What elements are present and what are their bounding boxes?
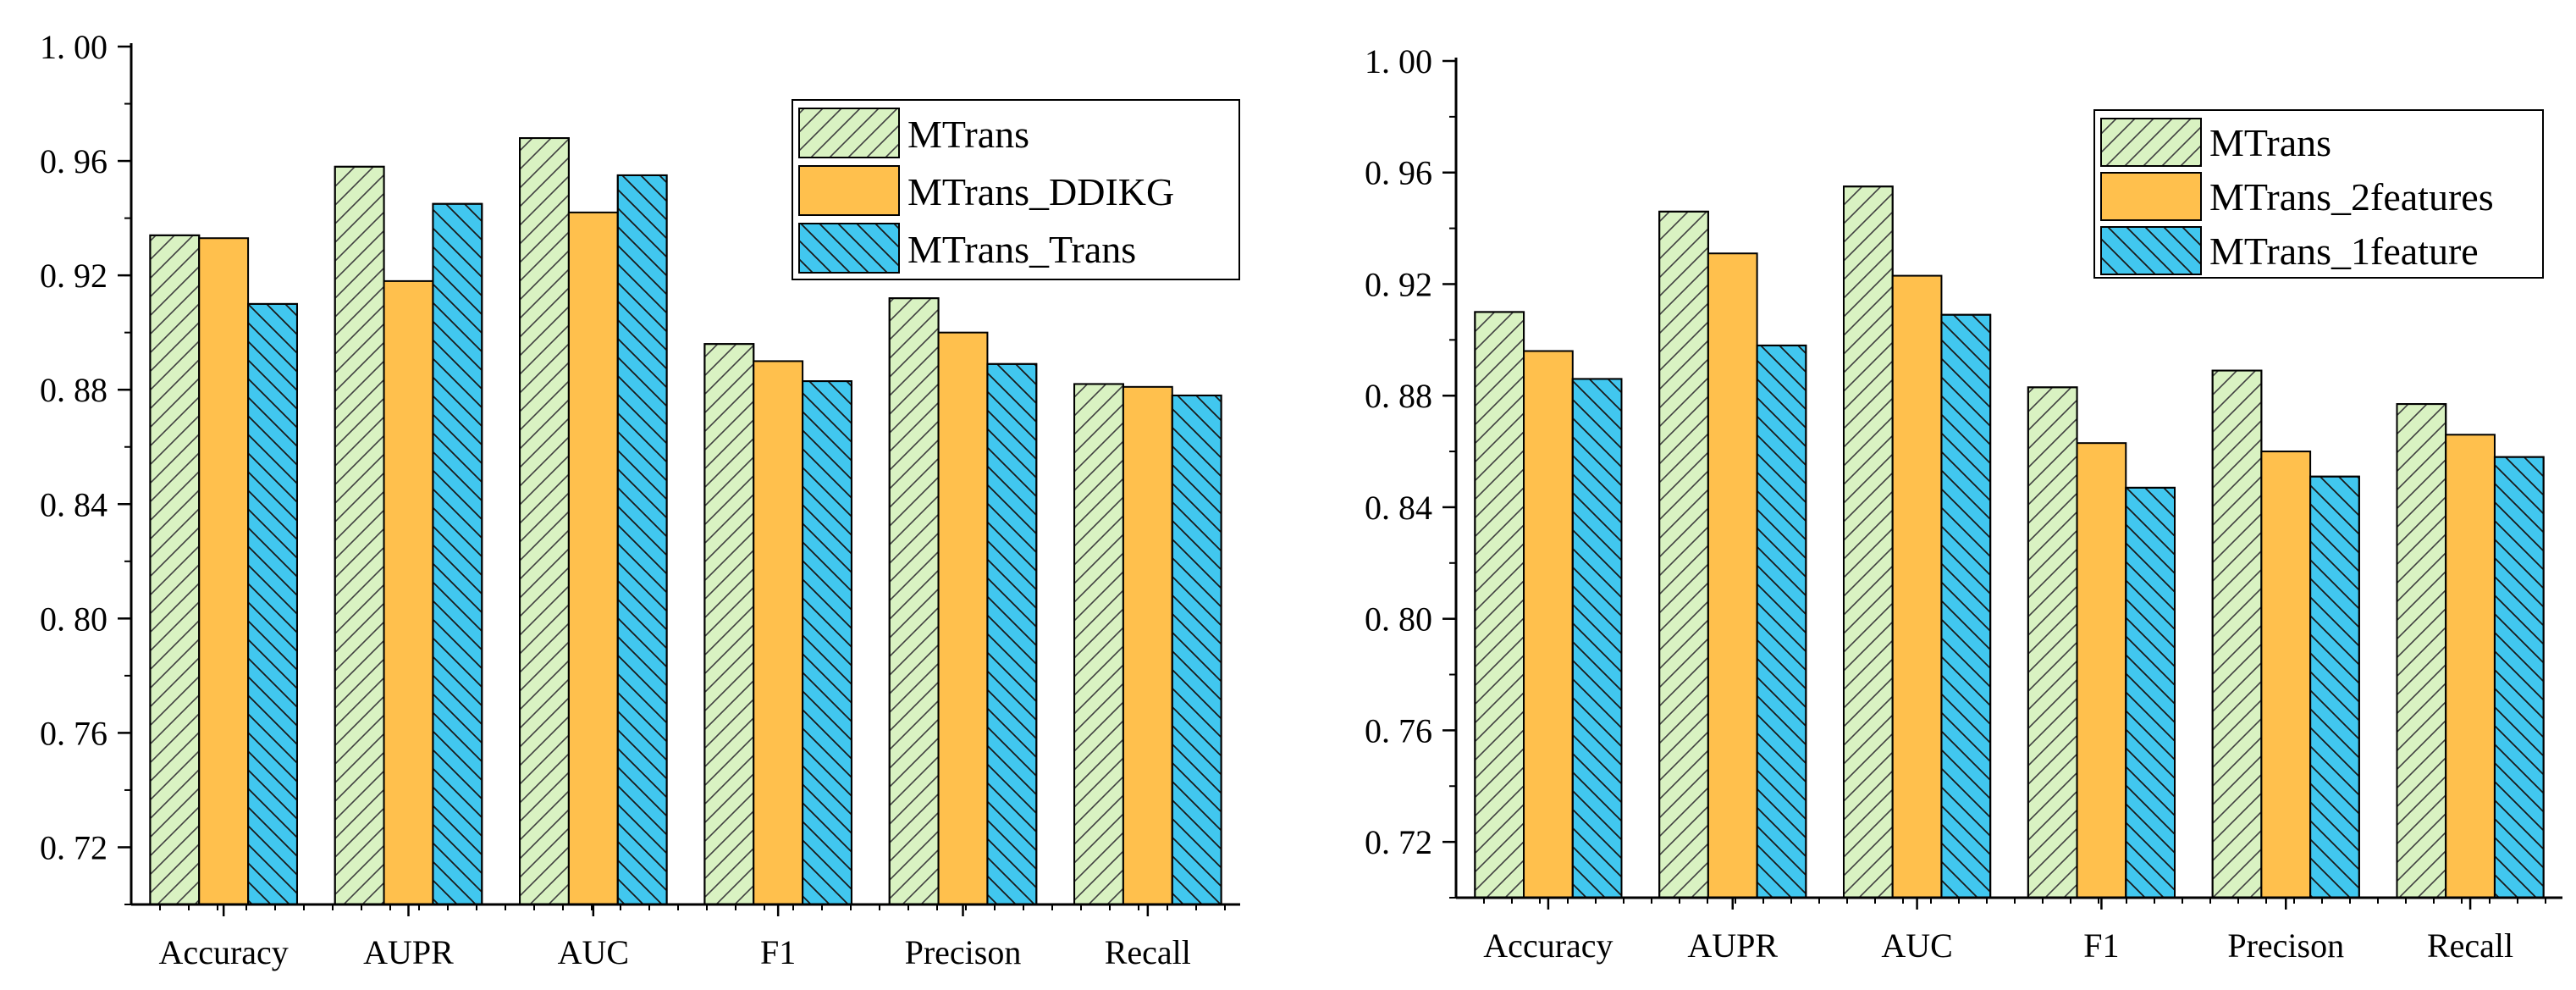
y-tick-label: 0. 72 xyxy=(40,828,108,866)
y-tick-label: 0. 72 xyxy=(1365,823,1432,861)
bar-hatch-mtrans-trans-recall xyxy=(1171,394,1222,906)
bar-hatch-mtrans-1feature-accuracy xyxy=(1571,378,1623,899)
bar-hatch-mtrans-trans-precison xyxy=(986,362,1038,905)
chart-right: Accuracy AUPR AUC F1 Precison Recall 0. 72 0. 7… xyxy=(1365,42,2562,965)
bar-hatch-mtrans-accuracy xyxy=(149,234,201,905)
legend-swatch-hatch xyxy=(2100,226,2202,275)
bar-mtrans-2features-precison xyxy=(2260,451,2312,899)
bar-mtrans-2features-f1 xyxy=(2076,442,2127,899)
bar-hatch-mtrans-recall xyxy=(2396,403,2447,899)
x-tick-label: Precison xyxy=(905,933,1022,971)
bar-hatch-mtrans-recall xyxy=(1073,383,1124,905)
bar-hatch-mtrans-auc xyxy=(519,137,570,905)
legend-swatch-hatch xyxy=(2100,118,2202,167)
bar-hatch-mtrans-precison xyxy=(2211,369,2263,899)
bar-hatch-mtrans-1feature-recall xyxy=(2493,456,2545,899)
bar-hatch-mtrans-aupr xyxy=(334,165,385,905)
legend-label: MTrans_1feature xyxy=(2209,230,2479,273)
legend-swatch-hatch xyxy=(798,108,900,158)
legend-label: MTrans xyxy=(2209,121,2331,164)
y-tick-label: 0. 80 xyxy=(1365,600,1432,639)
legend-label: MTrans_DDIKG xyxy=(907,170,1174,213)
bar-hatch-mtrans-trans-auc xyxy=(616,174,668,905)
y-tick-label: 1. 00 xyxy=(40,28,108,66)
x-tick-label: Recall xyxy=(1105,933,1191,971)
bar-hatch-mtrans-1feature-aupr xyxy=(1756,344,1807,899)
bar-hatch-mtrans-trans-accuracy xyxy=(247,302,298,905)
bar-mtrans-2features-recall xyxy=(2445,434,2496,899)
legend-swatch xyxy=(2100,172,2202,221)
x-tick-label: Precison xyxy=(2227,926,2344,965)
bar-hatch-mtrans-trans-aupr xyxy=(432,202,483,905)
legend-label: MTrans_2features xyxy=(2209,175,2494,218)
x-tick-label: Accuracy xyxy=(1483,926,1613,965)
x-tick-label: F1 xyxy=(2083,926,2119,965)
bar-hatch-mtrans-1feature-f1 xyxy=(2125,486,2176,899)
bar-hatch-mtrans-trans-f1 xyxy=(802,380,852,905)
legend-swatch xyxy=(798,165,900,216)
legend-label: MTrans xyxy=(907,113,1029,156)
bar-hatch-mtrans-auc xyxy=(1842,185,1894,899)
bar-mtrans-2features-accuracy xyxy=(1523,350,1574,899)
x-tick-label: AUC xyxy=(558,933,629,971)
y-tick-label: 0. 76 xyxy=(1365,711,1432,749)
y-tick-label: 0. 96 xyxy=(40,142,108,180)
y-tick-label: 0. 84 xyxy=(1365,489,1432,527)
y-tick-label: 0. 88 xyxy=(40,371,108,409)
y-tick-label: 0. 96 xyxy=(1365,154,1432,192)
x-tick-label: Accuracy xyxy=(159,933,289,971)
x-tick-label: AUC xyxy=(1881,926,1952,965)
legend-swatch-hatch xyxy=(798,223,900,274)
x-tick-label: AUPR xyxy=(1687,926,1778,965)
bar-hatch-mtrans-f1 xyxy=(2027,386,2078,899)
y-tick-label: 0. 80 xyxy=(40,600,108,638)
bar-hatch-mtrans-precison xyxy=(888,297,940,905)
bar-mtrans-ddikg-auc xyxy=(567,211,619,905)
y-tick-label: 1. 00 xyxy=(1365,42,1432,80)
bar-hatch-mtrans-f1 xyxy=(703,343,755,905)
bar-hatch-mtrans-1feature-precison xyxy=(2309,475,2360,899)
y-tick-label: 0. 84 xyxy=(40,485,108,523)
bar-mtrans-2features-aupr xyxy=(1707,252,1758,899)
x-tick-label: Recall xyxy=(2427,926,2513,965)
y-tick-label: 0. 88 xyxy=(1365,377,1432,415)
bar-mtrans-ddikg-accuracy xyxy=(198,237,250,905)
bar-hatch-mtrans-accuracy xyxy=(1474,311,1525,899)
y-tick-label: 0. 76 xyxy=(40,714,108,752)
x-tick-label: F1 xyxy=(760,933,796,971)
bar-mtrans-ddikg-f1 xyxy=(753,360,804,905)
bar-hatch-mtrans-aupr xyxy=(1658,210,1709,899)
x-tick-label: AUPR xyxy=(363,933,454,971)
bar-mtrans-ddikg-recall xyxy=(1122,385,1173,906)
bar-mtrans-ddikg-precison xyxy=(937,331,989,905)
bar-hatch-mtrans-1feature-auc xyxy=(1940,313,1992,899)
chart-left: Accuracy AUPR AUC F1 Precison Recall 0. 72 0. 7… xyxy=(40,28,1240,971)
legend-label: MTrans_Trans xyxy=(907,228,1136,271)
y-tick-label: 0. 92 xyxy=(1365,265,1432,303)
bar-mtrans-2features-auc xyxy=(1891,274,1943,899)
y-tick-label: 0. 92 xyxy=(40,257,108,295)
bar-mtrans-ddikg-aupr xyxy=(383,279,434,905)
